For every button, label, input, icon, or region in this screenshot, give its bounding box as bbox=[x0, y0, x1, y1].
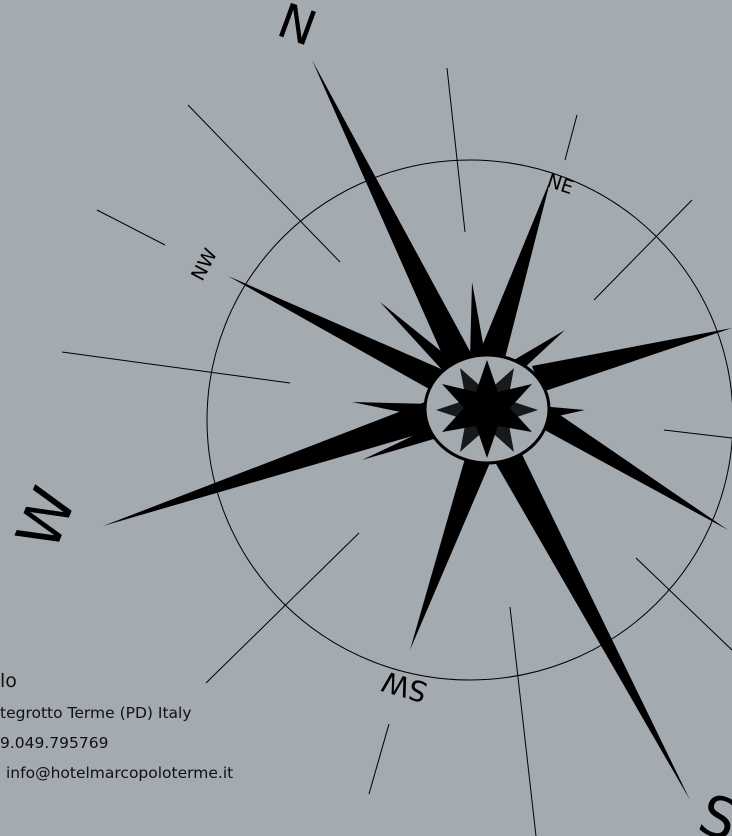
star-point-southeast bbox=[530, 404, 728, 530]
label-south: S bbox=[691, 782, 732, 836]
compass-radial-lines bbox=[61, 67, 732, 836]
hotel-name: lo bbox=[0, 670, 17, 692]
hotel-phone[interactable]: 9.049.795769 bbox=[0, 734, 109, 752]
label-north: N bbox=[271, 0, 324, 58]
label-northwest: NW bbox=[187, 245, 222, 285]
label-west: W bbox=[3, 478, 90, 559]
star-point-southwest bbox=[410, 448, 492, 650]
compass-hub-star bbox=[436, 360, 538, 458]
compass-outer-ring bbox=[206, 159, 732, 681]
compass-star bbox=[103, 60, 732, 800]
star-point-east bbox=[532, 328, 732, 392]
star-point-north bbox=[312, 60, 478, 372]
star-point-west bbox=[103, 400, 440, 526]
hotel-address: tegrotto Terme (PD) Italy bbox=[0, 704, 192, 722]
hotel-email[interactable]: info@hotelmarcopoloterme.it bbox=[6, 764, 234, 782]
star-point-northeast bbox=[478, 178, 551, 362]
star-point-south bbox=[488, 442, 690, 800]
star-point-northwest bbox=[228, 276, 448, 394]
label-northeast: NE bbox=[544, 170, 576, 199]
label-southwest: SW bbox=[378, 664, 431, 708]
